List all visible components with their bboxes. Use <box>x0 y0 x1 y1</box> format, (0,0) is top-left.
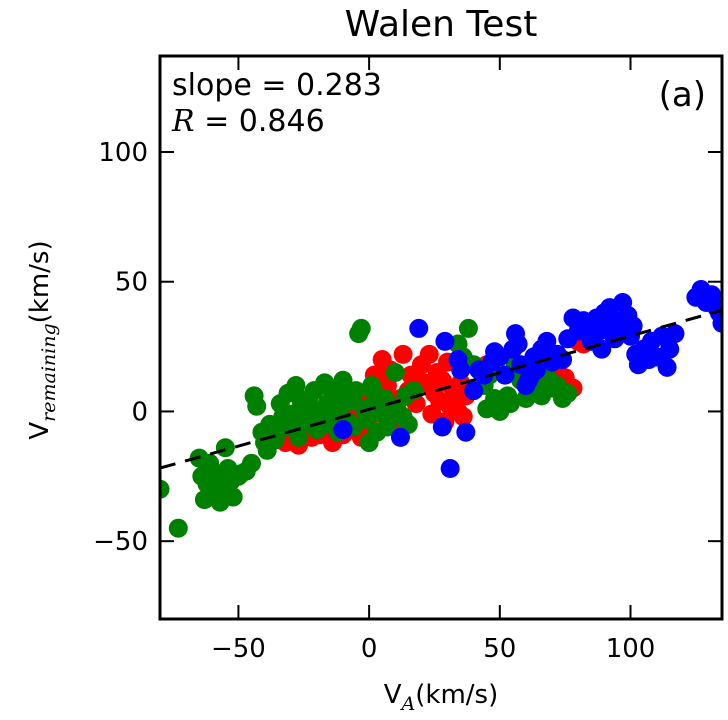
scatter-point <box>377 417 397 437</box>
scatter-point <box>712 313 722 333</box>
scatter-point <box>451 360 471 380</box>
panel-label: (a) <box>659 75 706 115</box>
scatter-point <box>390 427 410 447</box>
scatter-point <box>351 318 371 338</box>
scatter-point <box>333 370 353 390</box>
scatter-point <box>456 422 476 442</box>
scatter-point <box>289 427 309 447</box>
scatter-point <box>247 396 267 416</box>
scatter-point <box>495 365 515 385</box>
x-axis-label-unit: (km/s) <box>415 680 498 710</box>
y-axis-label-unit: (km/s) <box>25 240 55 323</box>
x-tick-label: 50 <box>483 634 516 664</box>
x-tick-label: 0 <box>361 634 378 664</box>
scatter-point <box>357 409 377 429</box>
y-tick-label: 100 <box>98 138 148 168</box>
x-axis-label-sub: A <box>400 693 416 715</box>
scatter-point <box>558 383 578 403</box>
r-value: = 0.846 <box>195 104 325 139</box>
y-axis-label-sub: remaining <box>38 323 60 421</box>
scatter-point <box>215 438 235 458</box>
scatter-point <box>526 360 546 380</box>
scatter-point <box>333 420 353 440</box>
x-axis-label: VA(km/s) <box>384 680 499 715</box>
scatter-point <box>346 381 366 401</box>
scatter-point <box>432 417 452 437</box>
scatter-point <box>623 316 643 336</box>
scatter-point <box>453 407 473 427</box>
fit-line <box>160 308 722 470</box>
scatter-point <box>458 318 478 338</box>
x-tick-label: 100 <box>606 634 656 664</box>
x-axis-label-base: V <box>384 680 402 710</box>
chart-title: Walen Test <box>345 4 538 45</box>
scatter-point <box>500 394 520 414</box>
plot-frame <box>158 54 724 621</box>
y-axis-label: Vremaining(km/s) <box>25 240 60 439</box>
scatter-point <box>419 344 439 364</box>
y-tick-label: 50 <box>115 268 148 298</box>
y-tick-label: −50 <box>93 527 148 557</box>
r-symbol: R <box>171 104 195 139</box>
scatter-point <box>393 344 413 364</box>
scatter-point <box>385 363 405 383</box>
scatter-point <box>508 334 528 354</box>
scatter-point <box>537 331 557 351</box>
scatter-point <box>241 453 261 473</box>
scatter-point <box>435 331 455 351</box>
scatter-point <box>223 487 243 507</box>
r-annotation: R = 0.846 <box>171 104 325 139</box>
scatter-points <box>160 280 722 538</box>
scatter-point <box>657 357 677 377</box>
scatter-point <box>464 381 484 401</box>
scatter-point <box>168 518 188 538</box>
scatter-point <box>286 375 306 395</box>
slope-annotation: slope = 0.283 <box>172 68 382 103</box>
scatter-point <box>440 459 460 479</box>
scatter-point <box>409 318 429 338</box>
scatter-point <box>665 324 685 344</box>
y-tick-label: 0 <box>131 397 148 427</box>
x-tick-label: −50 <box>211 634 266 664</box>
axis-ticks: −50 0 50 100 −50 0 50 100 <box>93 56 722 664</box>
scatter-point <box>660 339 680 359</box>
y-axis-label-base: V <box>25 422 55 440</box>
scatter-point <box>160 479 170 499</box>
